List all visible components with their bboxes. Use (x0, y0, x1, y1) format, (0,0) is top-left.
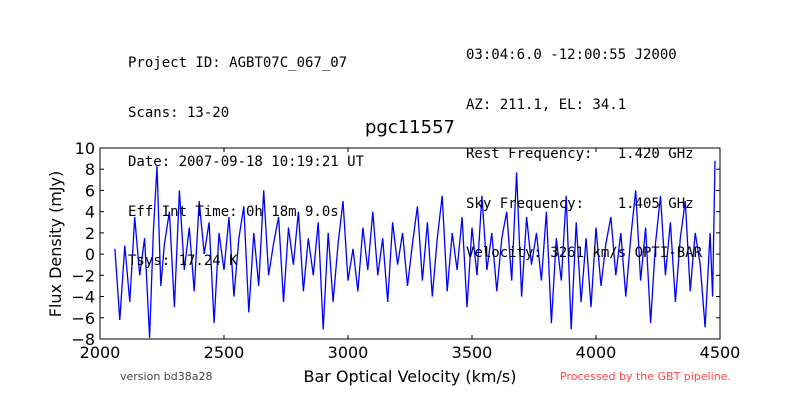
y-tick-label: 10 (75, 139, 95, 158)
velocity-line: Velocity: 3261 km/s OPTI-BAR (466, 245, 703, 261)
plot-area (99, 147, 721, 340)
y-axis-label: Flux Density (mJy) (46, 171, 65, 318)
y-axis-ticks: −8 −6 −4 −2 0 2 4 6 8 10 (71, 139, 720, 349)
x-axis-label: Bar Optical Velocity (km/s) (304, 367, 517, 386)
version-label: version bd38a28 (120, 370, 213, 383)
y-tick-label: 6 (85, 181, 95, 200)
y-tick-label: 2 (85, 224, 95, 243)
x-tick-label: 2500 (204, 343, 245, 362)
y-tick-label: −2 (71, 266, 95, 285)
observation-info-left: Project ID: AGBT07C_067_07 Scans: 13-20 … (128, 22, 364, 286)
y-tick-label: 0 (85, 245, 95, 264)
plot-frame (99, 147, 721, 340)
x-tick-label: 3500 (452, 343, 493, 362)
x-tick-label: 2000 (80, 343, 121, 362)
observation-info-right: 03:04:6.0 -12:00:55 J2000 AZ: 211.1, EL:… (466, 14, 702, 278)
spectrum-line (114, 160, 716, 338)
y-tick-label: −8 (71, 330, 95, 349)
tsys-line: Tsys: 17.24 K (128, 253, 238, 269)
pipeline-credit: Processed by the GBT pipeline. (560, 370, 731, 383)
date-line: Date: 2007-09-18 10:19:21 UT (128, 154, 365, 170)
sky-frequency-line: Sky Frequency: 1.405 GHz (466, 195, 694, 212)
x-tick-label: 3000 (328, 343, 369, 362)
chart-title: pgc11557 (365, 117, 455, 138)
y-tick-label: 4 (85, 203, 95, 222)
y-tick-label: −6 (71, 309, 95, 328)
az-el-line: AZ: 211.1, EL: 34.1 (466, 96, 627, 113)
x-tick-label: 4000 (576, 343, 617, 362)
rest-frequency-line: Rest Frequency: 1.420 GHz (466, 146, 694, 162)
scans-line: Scans: 13-20 (128, 104, 230, 121)
x-axis-ticks: 2000 2500 3000 3500 4000 4500 (80, 148, 741, 362)
y-tick-label: 8 (85, 160, 95, 179)
project-id-line: Project ID: AGBT07C_067_07 (128, 55, 348, 71)
x-tick-label: 4500 (700, 343, 741, 362)
coordinates-line: 03:04:6.0 -12:00:55 J2000 (466, 47, 677, 63)
y-tick-label: −4 (71, 288, 95, 307)
int-time-line: Eff Int Time: 0h 18m 9.0s (128, 203, 339, 220)
